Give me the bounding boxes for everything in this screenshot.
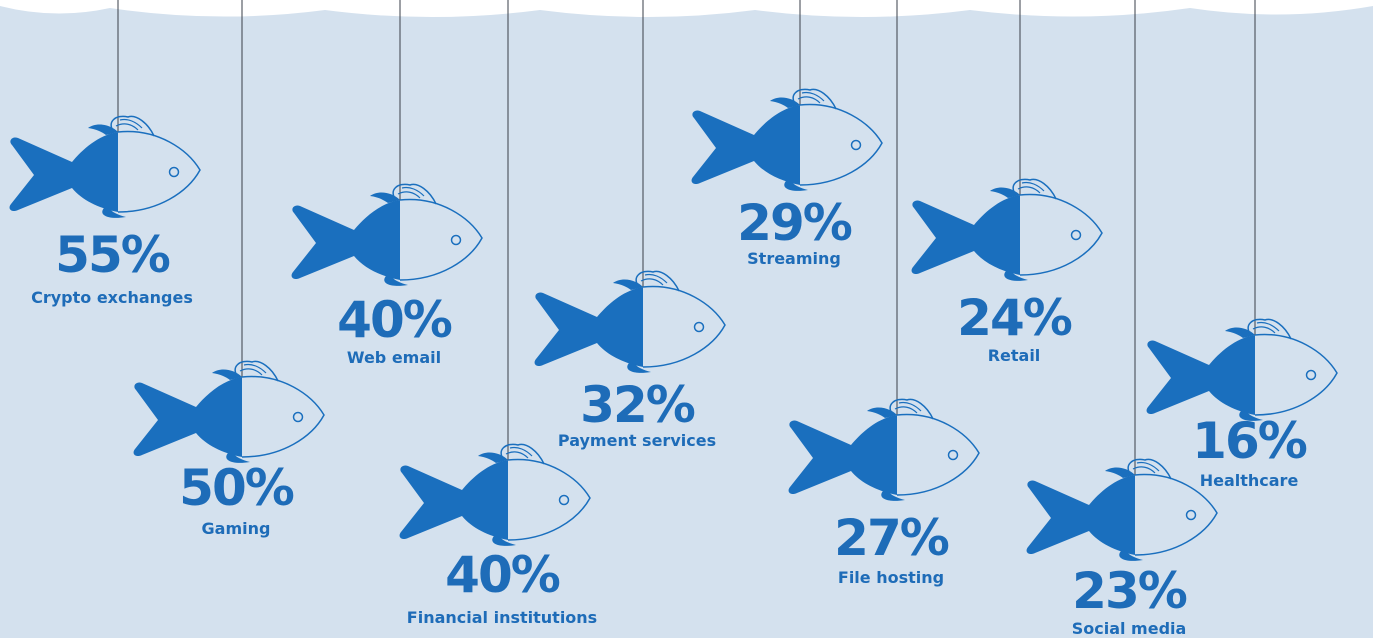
fish-icon xyxy=(290,183,483,287)
category-label: Payment services xyxy=(558,431,716,450)
percentage: 16% xyxy=(1192,412,1307,470)
item: 32%Payment services xyxy=(533,0,726,450)
fish-icon xyxy=(1145,318,1338,422)
item: 29%Streaming xyxy=(690,0,883,268)
category-label: Streaming xyxy=(747,249,841,268)
item: 55% Crypto exchanges xyxy=(8,0,201,307)
percentage: 32% xyxy=(580,376,695,434)
item: 50% Gaming xyxy=(132,0,325,538)
fish-icon xyxy=(132,360,325,464)
category-label: Healthcare xyxy=(1200,471,1299,490)
percentage: 40% xyxy=(337,291,452,349)
fish-icon xyxy=(690,88,883,192)
fish-icon xyxy=(533,270,726,374)
category-label: Retail xyxy=(988,346,1041,365)
item: 23%Social media xyxy=(1025,0,1218,638)
category-label: Financial institutions xyxy=(407,608,597,627)
item: 24%Retail xyxy=(910,0,1103,365)
percentage: 40% xyxy=(445,546,560,604)
category-label: Gaming xyxy=(202,519,271,538)
percentage: 50% xyxy=(179,459,294,517)
category-label: File hosting xyxy=(838,568,944,587)
item: 40% Financial institutions xyxy=(398,0,597,627)
cloud xyxy=(0,0,1373,17)
fish-icon xyxy=(910,178,1103,282)
category-label: Social media xyxy=(1072,619,1187,638)
item: 16%Healthcare xyxy=(1145,0,1338,490)
fish-icon xyxy=(787,398,980,502)
item: 27%File hosting xyxy=(787,0,980,587)
fish-icon xyxy=(8,115,201,219)
percentage: 29% xyxy=(737,194,852,252)
item: 40%Web email xyxy=(290,0,483,367)
fish-icon xyxy=(398,443,591,547)
fish-icon xyxy=(1025,458,1218,562)
percentage: 24% xyxy=(957,289,1072,347)
category-label: Crypto exchanges xyxy=(31,288,193,307)
percentage: 55% xyxy=(55,226,170,284)
percentage: 23% xyxy=(1072,562,1187,620)
percentage: 27% xyxy=(834,509,949,567)
category-label: Web email xyxy=(347,348,441,367)
